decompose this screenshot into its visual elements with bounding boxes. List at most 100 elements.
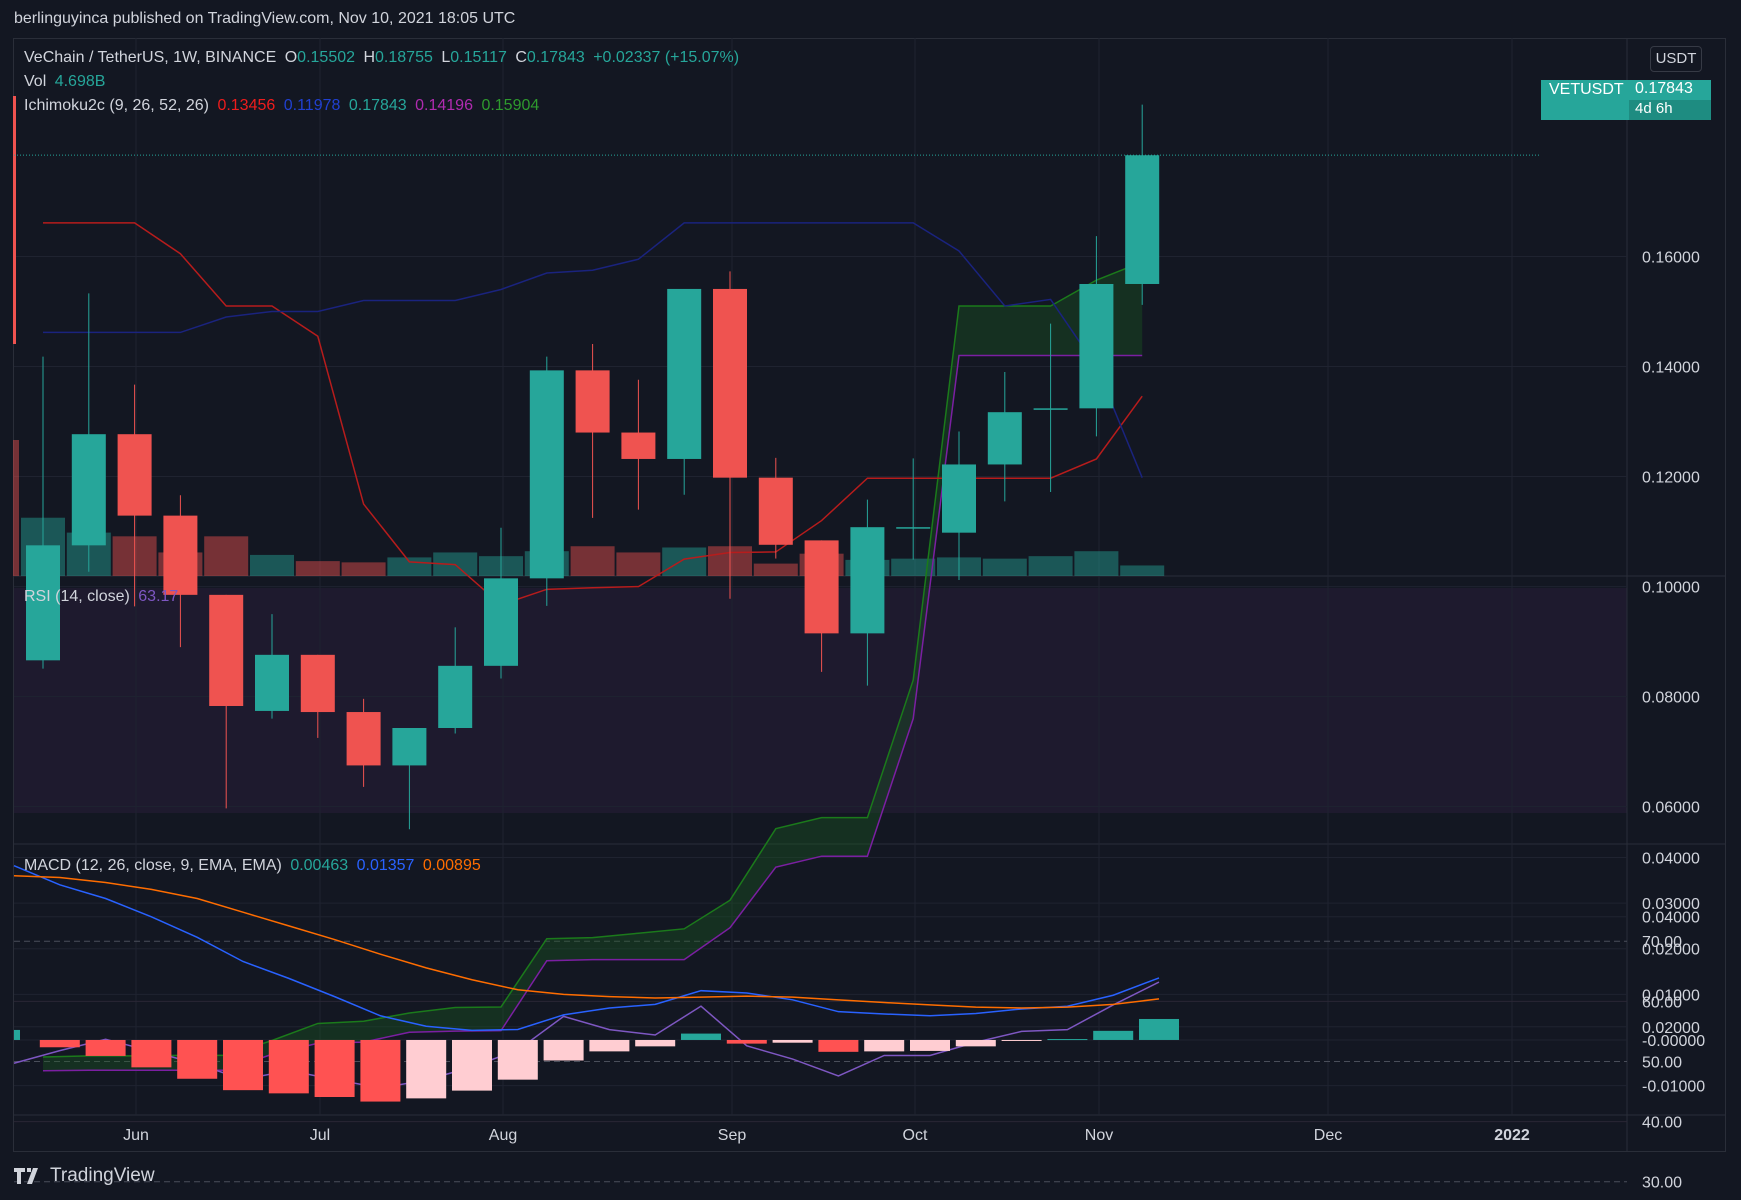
macd-histogram-bar: [131, 1039, 172, 1068]
price-tick-label: 0.14000: [1642, 360, 1700, 377]
macd-histogram-bar: [681, 1033, 721, 1040]
time-tick-label: Jun: [123, 1127, 149, 1144]
rsi-tick-label: 40.00: [1642, 1115, 1682, 1132]
ichimoku-base-line: [43, 222, 1143, 478]
rsi-tick-label: 50.00: [1642, 1054, 1682, 1071]
candle-body: [438, 665, 473, 729]
candle-body: [850, 527, 885, 634]
price-tick-label: 0.12000: [1642, 470, 1700, 487]
macd-histogram-bar: [85, 1039, 126, 1056]
macd-value-signal: 0.00895: [422, 857, 481, 874]
candle-body: [484, 578, 518, 666]
volume-bar: [250, 554, 294, 576]
candle-body: [621, 432, 656, 459]
price-tag-value: 0.17843: [1629, 80, 1711, 101]
time-tick-label: Dec: [1314, 1127, 1342, 1144]
macd-line: [13, 864, 1160, 1032]
candle-body: [392, 728, 427, 766]
price-tick-label: 0.04000: [1642, 910, 1700, 927]
price-tick-label: 0.02000: [1642, 1020, 1700, 1037]
ichimoku-value-lead1: 0.14196: [415, 97, 473, 114]
rsi-tick-label: 70.00: [1642, 934, 1682, 951]
candle-body: [255, 654, 289, 711]
macd-histogram-bar: [1093, 1030, 1134, 1040]
candle-body: [896, 527, 931, 529]
volume-bar: [753, 563, 798, 576]
price-tick-label: 0.06000: [1642, 800, 1700, 817]
macd-tick-label: -0.01000: [1642, 1079, 1705, 1096]
macd-legend[interactable]: MACD (12, 26, close, 9, EMA, EMA) 0.0046…: [24, 857, 485, 875]
ichimoku-value-conversion: 0.13456: [217, 97, 276, 114]
rsi-tick-label: 60.00: [1642, 994, 1682, 1011]
macd-histogram-bar: [360, 1039, 401, 1102]
macd-histogram-bar: [406, 1039, 447, 1099]
open-label: O: [284, 49, 298, 66]
macd-histogram-bar: [910, 1039, 950, 1051]
high-value: 0.18755: [375, 49, 433, 66]
candle-body: [26, 545, 60, 661]
ichimoku-legend[interactable]: Ichimoku2c (9, 26, 52, 26) 0.13456 0.119…: [24, 97, 543, 115]
candle-body: [300, 654, 335, 713]
candle-body: [575, 370, 610, 433]
candle-body: [667, 288, 702, 459]
macd-histogram-bar: [726, 1039, 767, 1044]
currency-button[interactable]: USDT: [1650, 46, 1702, 72]
high-label: H: [363, 49, 376, 66]
macd-tick-label: 0.01000: [1642, 987, 1700, 1004]
macd-histogram-bar: [772, 1039, 813, 1043]
candle-body: [209, 594, 244, 706]
volume-label: Vol: [24, 73, 47, 90]
tradingview-logo[interactable]: TradingView: [14, 1165, 155, 1187]
volume-bar: [891, 558, 936, 576]
candle-body: [987, 412, 1022, 465]
price-tick-label: 0.16000: [1642, 249, 1700, 266]
candle-body: [758, 477, 793, 545]
macd-histogram-bar: [635, 1039, 676, 1047]
time-tick-label: Aug: [489, 1127, 517, 1144]
candle-body: [163, 515, 198, 595]
volume-bar: [204, 536, 249, 576]
macd-histogram-bar: [818, 1039, 859, 1052]
volume-bar: [1028, 556, 1073, 576]
ichimoku-value-base: 0.11978: [283, 97, 341, 114]
time-tick-label: Oct: [903, 1127, 928, 1144]
macd-histogram-bar: [14, 1029, 20, 1040]
macd-histogram-bar: [268, 1039, 309, 1094]
chart-frame: [13, 38, 1726, 1152]
volume-legend[interactable]: Vol 4.698B: [24, 73, 109, 91]
macd-tick-label: 0.03000: [1642, 896, 1700, 913]
volume-bar: [570, 546, 615, 576]
candle-body: [1033, 408, 1068, 410]
volume-bar: [616, 552, 661, 576]
macd-histogram-bar: [1001, 1039, 1042, 1041]
brand-name: TradingView: [50, 1165, 155, 1186]
macd-histogram-bar: [955, 1039, 996, 1047]
price-tick-label: 0.08000: [1642, 690, 1700, 707]
close-label: C: [515, 49, 527, 66]
macd-tick-label: 0.04000: [1642, 850, 1700, 867]
symbol-legend[interactable]: VeChain / TetherUS, 1W, BINANCE O0.15502…: [24, 49, 743, 67]
volume-bar-partial: [13, 440, 19, 576]
time-tick-label: Nov: [1085, 1127, 1113, 1144]
volume-bar: [1074, 551, 1119, 576]
candle-body: [529, 370, 564, 579]
price-tick-label: 0.10000: [1642, 580, 1700, 597]
volume-bar: [295, 561, 340, 576]
volume-bar: [982, 558, 1027, 576]
macd-histogram-bar: [1047, 1039, 1088, 1041]
macd-value-histogram: 0.00463: [290, 857, 349, 874]
macd-tick-label: 0.02000: [1642, 942, 1700, 959]
macd-histogram-bar: [497, 1039, 538, 1080]
symbol-title[interactable]: VeChain / TetherUS, 1W, BINANCE: [24, 49, 277, 66]
candle-body: [346, 712, 381, 766]
last-price-tag: VETUSDT 0.17843 4d 6h: [1541, 80, 1711, 120]
macd-value-line: 0.01357: [356, 857, 415, 874]
macd-histogram-bar: [177, 1039, 218, 1079]
partial-candle-edge: [13, 96, 16, 344]
rsi-legend[interactable]: RSI (14, close) 63.17: [24, 588, 182, 606]
time-tick-label: Jul: [310, 1127, 330, 1144]
candle-body: [713, 288, 747, 478]
volume-bar: [1120, 565, 1165, 576]
volume-bar: [387, 557, 432, 576]
